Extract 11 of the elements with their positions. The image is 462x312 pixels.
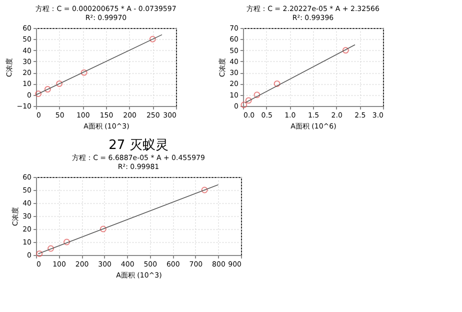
point xyxy=(56,80,63,87)
point xyxy=(36,250,43,257)
chart-title: 27 灭蚁灵 xyxy=(108,138,168,153)
point xyxy=(201,186,208,194)
point xyxy=(64,238,70,246)
point xyxy=(100,226,106,232)
point xyxy=(149,36,156,42)
point xyxy=(35,90,42,97)
point xyxy=(80,69,88,76)
point xyxy=(44,86,51,93)
point xyxy=(48,245,54,252)
